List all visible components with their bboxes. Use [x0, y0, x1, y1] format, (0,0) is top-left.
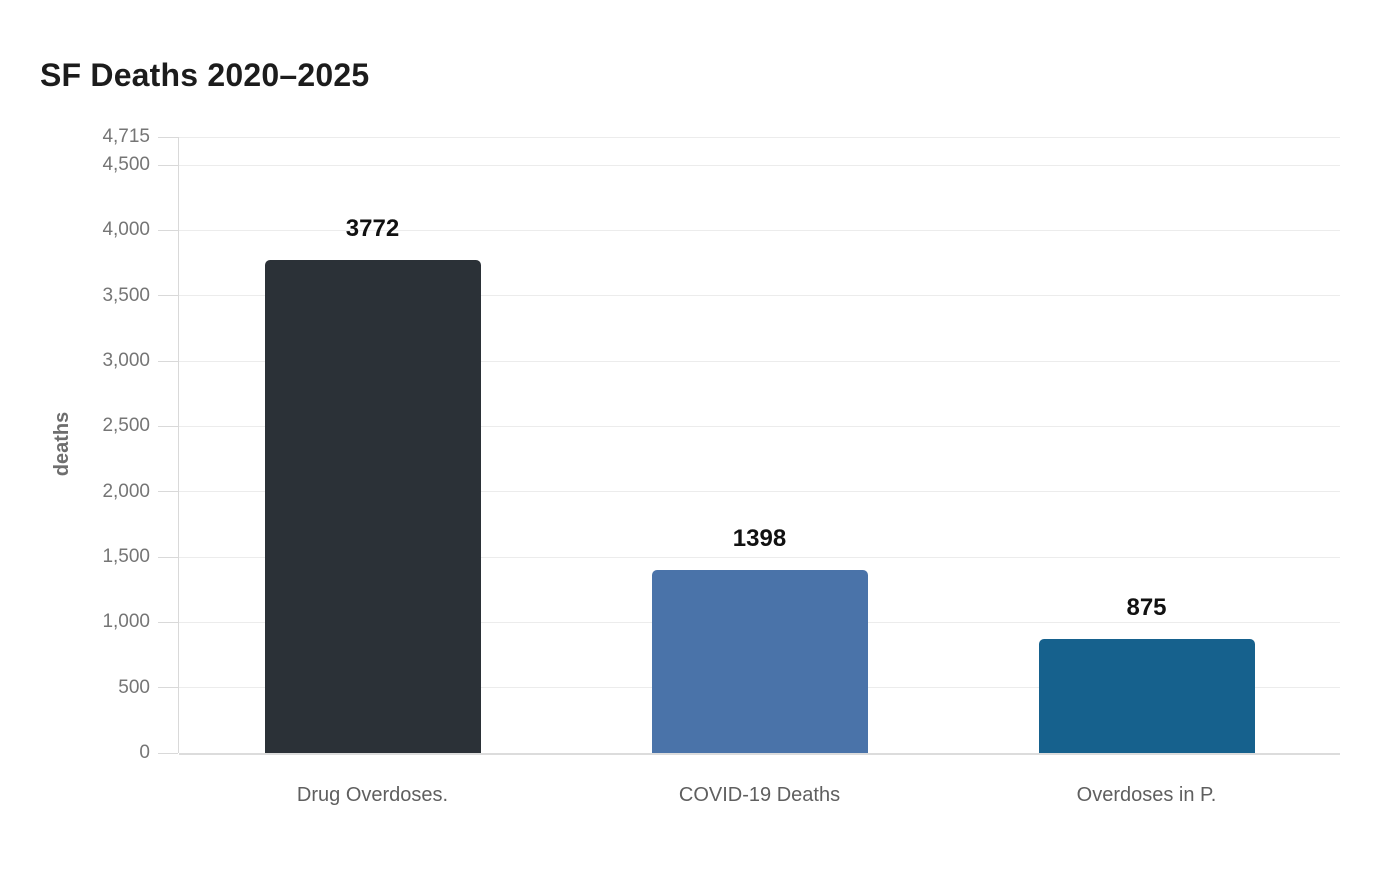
x-category-label: Drug Overdoses. — [296, 784, 449, 806]
y-tick-label: 500 — [118, 676, 150, 698]
y-tick-mark — [158, 425, 178, 427]
y-tick-label: 2,500 — [102, 415, 150, 437]
y-gridline — [179, 425, 1340, 427]
bar[interactable] — [651, 570, 868, 753]
x-axis-line — [179, 752, 1340, 755]
y-tick-mark — [158, 360, 178, 362]
y-tick-mark — [158, 621, 178, 623]
y-gridline — [179, 295, 1340, 297]
y-gridline — [179, 491, 1340, 493]
y-tick-label: 1,000 — [102, 611, 150, 633]
y-tick-mark — [158, 687, 178, 689]
y-gridline — [179, 164, 1340, 166]
y-tick-mark — [158, 752, 178, 754]
y-tick-mark — [158, 295, 178, 297]
y-tick-label: 4,715 — [102, 126, 150, 147]
y-tick-label: 0 — [139, 742, 150, 763]
y-gridline — [179, 360, 1340, 362]
x-category-label: COVID-19 Deaths — [678, 784, 841, 806]
chart-title: SF Deaths 2020–2025 — [40, 57, 370, 93]
y-tick-label: 1,500 — [102, 546, 150, 568]
bar-value-label: 875 — [1126, 593, 1167, 621]
y-tick-label: 4,500 — [102, 154, 150, 176]
y-tick-mark — [158, 136, 178, 138]
bar-value-label: 3772 — [345, 215, 400, 243]
bar-value-label: 1398 — [732, 525, 787, 553]
y-gridline — [179, 556, 1340, 558]
y-axis-line — [178, 137, 179, 753]
y-tick-mark — [158, 229, 178, 231]
y-gridline — [179, 229, 1340, 231]
x-category-label: Overdoses in P. — [1076, 784, 1217, 806]
bar[interactable] — [264, 260, 481, 753]
y-gridline — [179, 136, 1340, 138]
y-tick-label: 4,000 — [102, 219, 150, 241]
bar[interactable] — [1038, 638, 1255, 753]
y-tick-mark — [158, 164, 178, 166]
y-axis-title: deaths — [51, 411, 73, 477]
y-tick-mark — [158, 556, 178, 558]
y-tick-mark — [158, 491, 178, 493]
y-tick-label: 2,000 — [102, 480, 150, 502]
y-tick-label: 3,000 — [102, 350, 150, 372]
y-tick-label: 3,500 — [102, 284, 150, 306]
